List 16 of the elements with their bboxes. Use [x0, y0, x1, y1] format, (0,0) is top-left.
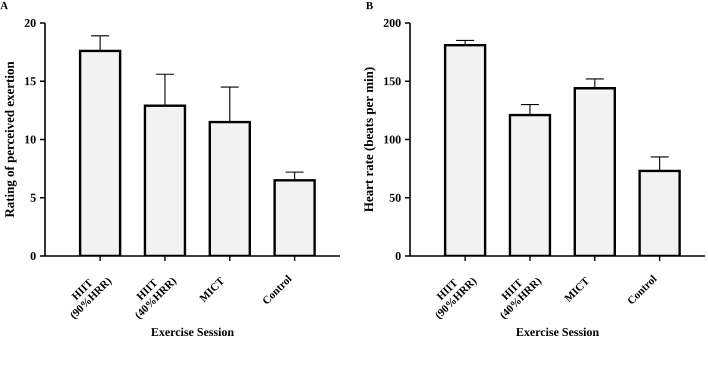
y-tick-label: 50 — [390, 194, 401, 202]
y-tick-label: 20 — [24, 18, 36, 28]
y-tick-label: 100 — [384, 135, 401, 144]
y-tick-label: 200 — [384, 18, 401, 28]
y-tick-label: 0 — [396, 252, 401, 260]
y-tick-label: 10 — [25, 135, 36, 144]
y-axis-title: Heart rate (beats per min) — [364, 67, 376, 212]
chart-title: B — [366, 2, 373, 10]
y-tick-label: 0 — [30, 252, 36, 260]
y-tick-label: 5 — [30, 194, 36, 202]
y-axis-title: Rating of perceived exertion — [4, 62, 17, 218]
x-axis-title: Exercise Session — [151, 328, 234, 336]
x-axis-title: Exercise Session — [516, 328, 599, 336]
y-tick-label: 15 — [25, 77, 36, 86]
y-tick-label: 150 — [384, 77, 401, 86]
chart-title: A — [0, 2, 8, 10]
